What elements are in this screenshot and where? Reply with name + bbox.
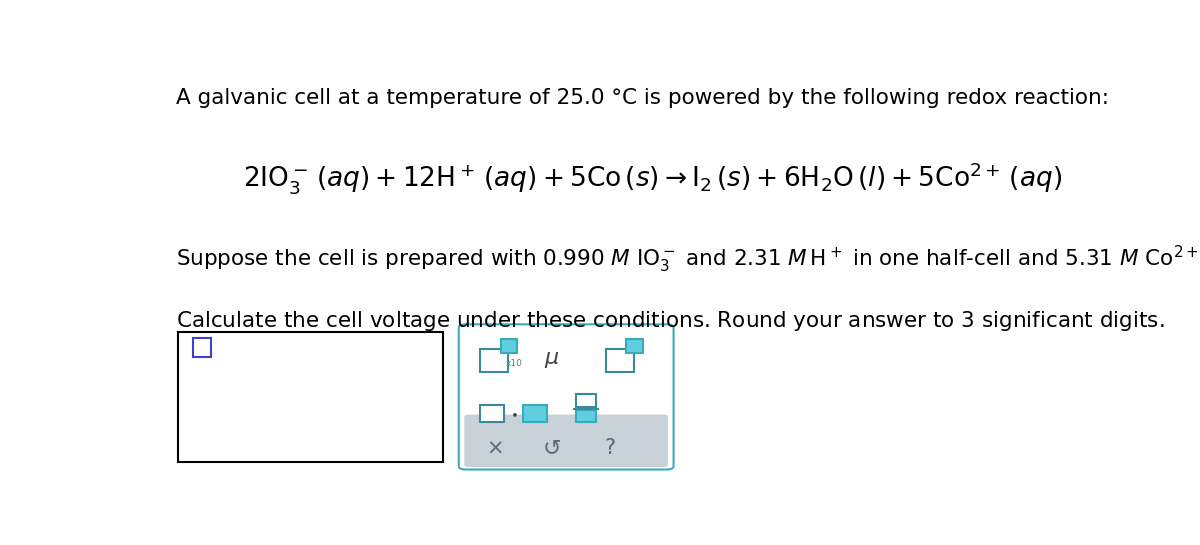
- Text: $2\mathrm{IO}_3^-\,(\mathit{aq})+12\mathrm{H}^+\,(\mathit{aq})+5\mathrm{Co}\,(\m: $2\mathrm{IO}_3^-\,(\mathit{aq})+12\math…: [242, 160, 1062, 196]
- Text: ↺: ↺: [542, 438, 562, 458]
- Bar: [178, 332, 443, 462]
- Text: $\times$: $\times$: [486, 438, 503, 458]
- Text: Suppose the cell is prepared with 0.990 $\mathit{M}\ \mathrm{IO}_3^-$ and 2.31 $: Suppose the cell is prepared with 0.990 …: [176, 244, 1200, 275]
- Bar: [576, 395, 596, 407]
- Bar: [480, 405, 504, 422]
- Text: ?: ?: [605, 438, 616, 458]
- Text: x10: x10: [505, 359, 522, 368]
- Bar: [576, 410, 596, 422]
- Text: A galvanic cell at a temperature of 25.0 °C is powered by the following redox re: A galvanic cell at a temperature of 25.0…: [176, 88, 1109, 108]
- Bar: [480, 349, 508, 372]
- Bar: [523, 405, 547, 422]
- Text: $\mu$: $\mu$: [544, 350, 559, 370]
- Bar: [500, 339, 517, 353]
- Text: Calculate the cell voltage under these conditions. Round your answer to $3$ sign: Calculate the cell voltage under these c…: [176, 309, 1165, 333]
- Text: $\bullet$: $\bullet$: [510, 407, 517, 420]
- Bar: [606, 349, 634, 372]
- Bar: [626, 339, 643, 353]
- FancyBboxPatch shape: [464, 415, 668, 467]
- FancyBboxPatch shape: [458, 324, 673, 470]
- Bar: [193, 338, 211, 357]
